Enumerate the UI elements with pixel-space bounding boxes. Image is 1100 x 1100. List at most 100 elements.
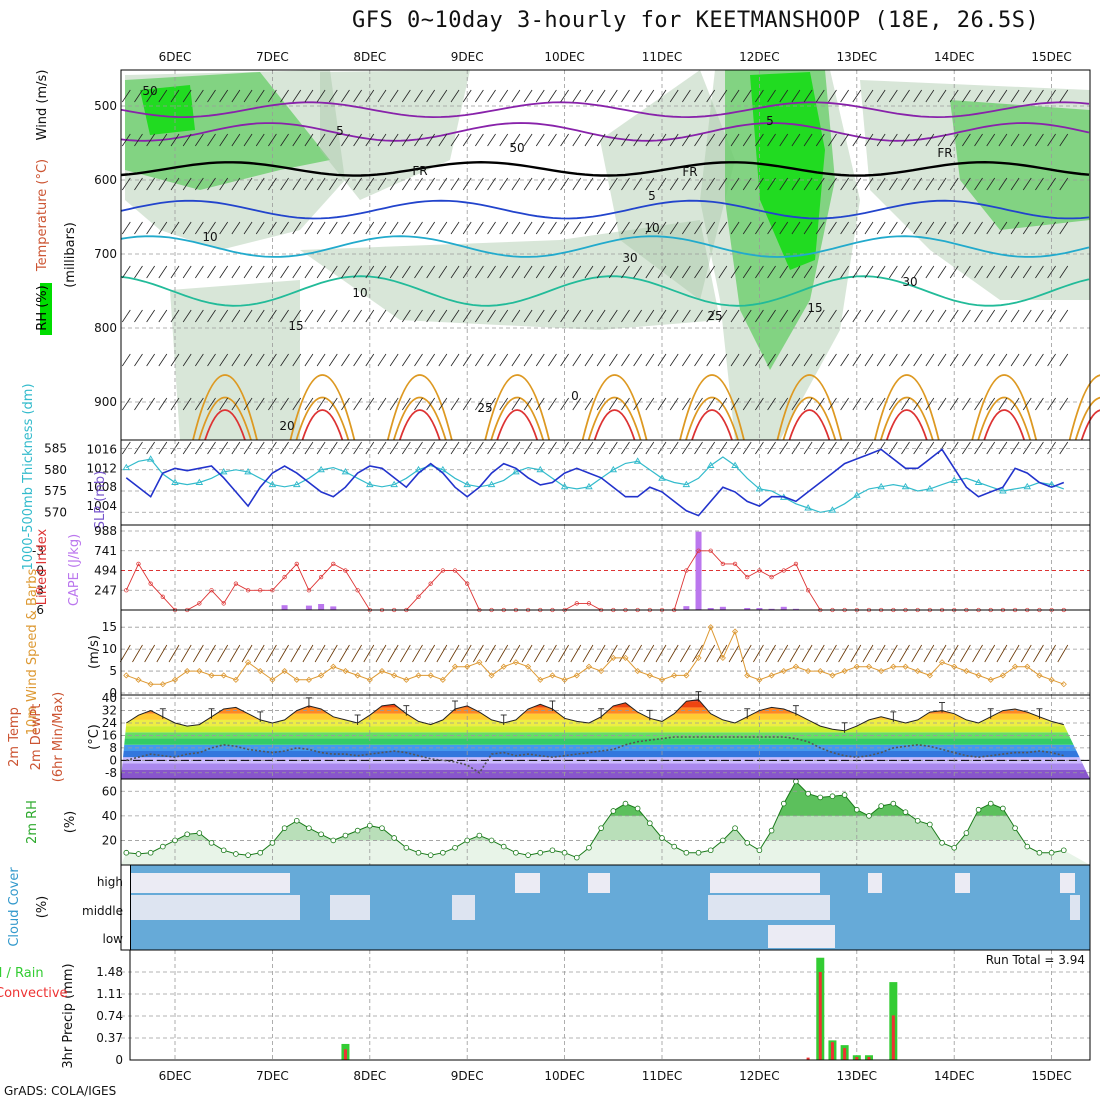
surface-isotherm-dome — [398, 409, 441, 441]
surface-wind-barb — [960, 644, 971, 663]
upper-wind-barb — [134, 441, 143, 455]
upper-wind-barb — [341, 177, 350, 191]
upper-wind-barb — [316, 89, 326, 103]
upper-wind-barb — [974, 177, 983, 191]
upper-wind-barb — [304, 177, 314, 191]
upper-wind-barb — [1059, 221, 1069, 235]
rh-marker — [306, 825, 312, 831]
upper-wind-barb — [207, 397, 216, 411]
temperature-axis-label: Temperature (°C) — [35, 159, 50, 272]
isotherm-cyan — [120, 235, 1090, 258]
rh-marker — [293, 817, 300, 824]
upper-wind-barb — [864, 397, 874, 411]
upper-wind-barb — [1022, 353, 1032, 367]
upper-wind-barb — [134, 89, 143, 103]
upper-wind-barb — [901, 309, 910, 323]
upper-wind-barb — [450, 441, 460, 455]
surface-wind-barb — [546, 644, 557, 663]
surface-wind-barb — [935, 644, 947, 663]
upper-wind-barb — [657, 309, 667, 323]
rh-marker — [318, 831, 324, 838]
upper-wind-barb — [779, 441, 789, 455]
contour-label: 30 — [902, 275, 917, 289]
upper-wind-barb — [523, 177, 533, 191]
surface-wind-barb — [266, 644, 277, 663]
upper-wind-barb — [718, 353, 728, 367]
upper-wind-barb — [876, 441, 886, 455]
surface-wind-barb — [619, 644, 630, 663]
upper-wind-barb — [292, 177, 302, 191]
upper-wind-barb — [596, 441, 606, 455]
precip-total-label: Total / Rain — [0, 966, 44, 981]
upper-wind-barb — [864, 441, 874, 455]
wind-speed-marker — [305, 676, 312, 683]
upper-wind-barb — [840, 89, 849, 103]
upper-wind-barb — [621, 353, 630, 367]
upper-wind-barb — [548, 441, 557, 455]
upper-wind-barb — [767, 89, 776, 103]
surface-wind-barb — [351, 644, 362, 663]
wind-speed-marker — [293, 676, 300, 683]
wind-speed-marker — [427, 672, 434, 679]
upper-wind-barb — [401, 265, 411, 279]
upper-wind-barb — [304, 133, 314, 147]
upper-wind-barb — [937, 133, 947, 147]
wind-speed-marker — [269, 676, 276, 683]
precip-convective-bar — [806, 1057, 810, 1060]
upper-wind-barb — [852, 221, 862, 235]
rh-marker — [208, 840, 215, 846]
upper-wind-barb — [499, 89, 509, 103]
upper-wind-barb — [207, 353, 216, 367]
upper-wind-barb — [730, 441, 740, 455]
temperature-line — [126, 699, 1064, 732]
upper-wind-barb — [949, 133, 959, 147]
upper-wind-barb — [840, 441, 849, 455]
upper-wind-barb — [937, 221, 947, 235]
upper-wind-barb — [974, 397, 983, 411]
upper-wind-barb — [170, 265, 180, 279]
upper-wind-barb — [523, 353, 533, 367]
upper-wind-barb — [876, 265, 886, 279]
wind-speed-marker — [123, 672, 130, 679]
upper-wind-barb — [840, 221, 849, 235]
upper-wind-barb — [657, 89, 667, 103]
upper-wind-barb — [195, 221, 204, 235]
upper-wind-barb — [949, 397, 959, 411]
upper-wind-barb — [499, 265, 509, 279]
date-label-top: 10DEC — [544, 50, 584, 64]
wind-speed-marker — [829, 672, 836, 679]
surface-wind-barb — [1057, 644, 1069, 663]
upper-wind-barb — [998, 221, 1008, 235]
upper-wind-barb — [219, 133, 229, 147]
surface-isotherm-dome — [289, 374, 356, 441]
upper-wind-barb — [499, 309, 509, 323]
upper-wind-barb — [426, 441, 436, 455]
surface-wind-barb — [777, 644, 789, 663]
upper-wind-barb — [1047, 177, 1056, 191]
upper-wind-barb — [499, 397, 509, 411]
cloud-axis-label: Cloud Cover — [7, 867, 22, 947]
surface-isotherm-dome — [879, 396, 934, 441]
rh-marker — [403, 844, 410, 851]
upper-wind-barb — [134, 133, 143, 147]
thickness-marker — [414, 465, 423, 473]
upper-wind-barb — [730, 397, 740, 411]
wind-speed-marker — [853, 663, 860, 670]
upper-wind-barb — [791, 89, 801, 103]
rh-tick-label: 40 — [102, 809, 117, 823]
lifted-index-marker — [781, 568, 786, 573]
upper-wind-barb — [414, 309, 423, 323]
rh-marker — [330, 837, 337, 844]
upper-wind-barb — [207, 441, 216, 455]
wind-speed-marker — [695, 654, 702, 661]
wind-speed-marker — [963, 667, 970, 675]
rh-marker — [135, 851, 142, 857]
upper-wind-barb — [1035, 441, 1044, 455]
lifted-index-tick-label: 6 — [36, 603, 44, 617]
upper-wind-barb — [158, 89, 168, 103]
upper-wind-barb — [389, 133, 399, 147]
upper-wind-barb — [901, 265, 910, 279]
upper-wind-barb — [170, 309, 180, 323]
upper-wind-barb — [864, 89, 874, 103]
surface-wind-barb — [643, 644, 655, 663]
